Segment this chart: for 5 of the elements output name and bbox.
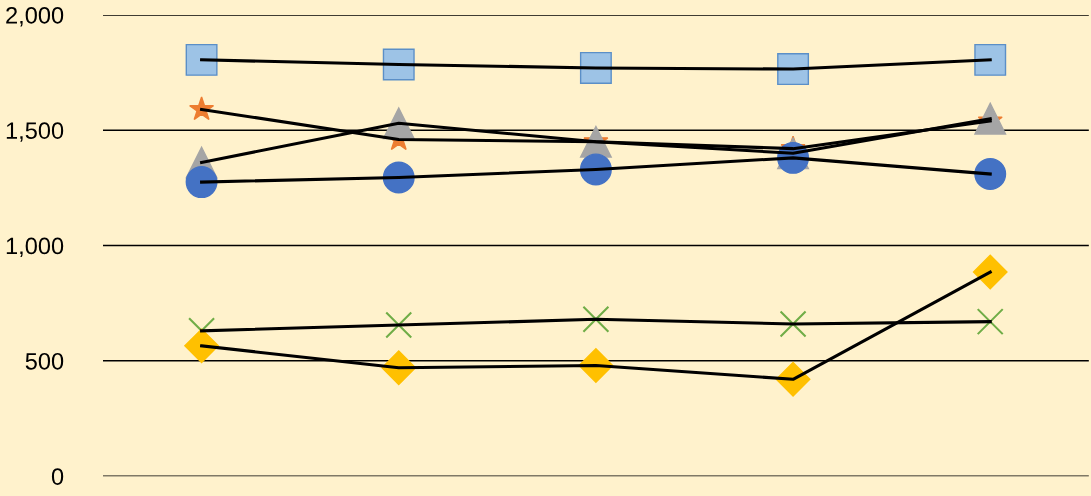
y-tick-label: 1,500 bbox=[6, 122, 64, 142]
y-tick-label: 2,000 bbox=[6, 6, 64, 27]
y-tick-label: 1,000 bbox=[6, 237, 64, 258]
y-tick-label: 500 bbox=[25, 352, 64, 370]
y-tick-label: 0 bbox=[51, 468, 64, 485]
